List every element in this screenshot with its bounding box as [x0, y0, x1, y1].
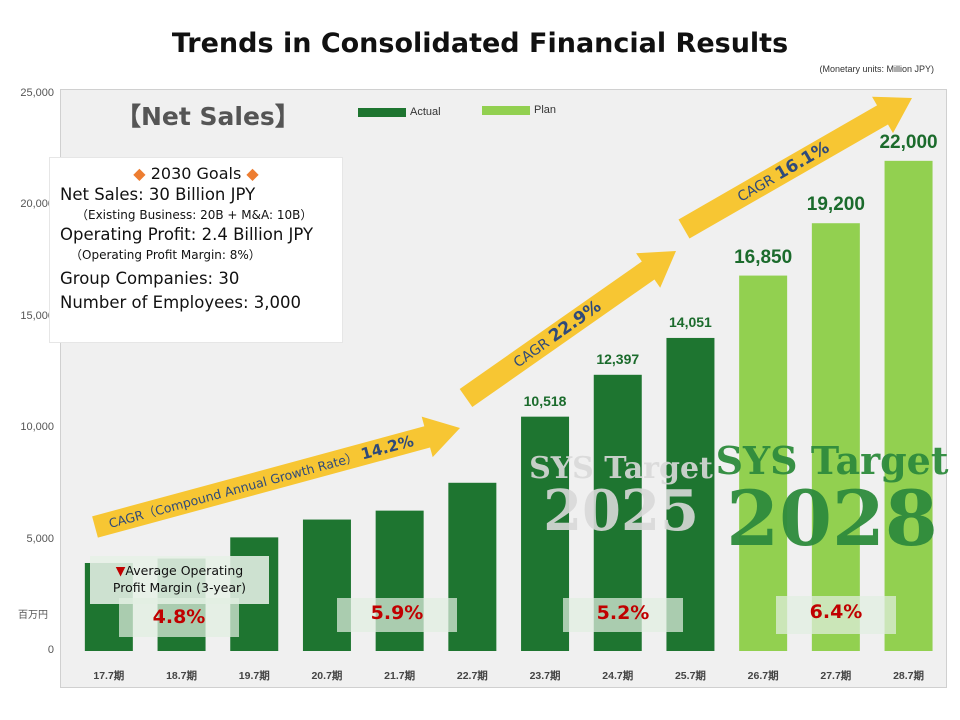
watermark-line2: 2025 [543, 478, 699, 544]
x-tick-label: 19.7期 [238, 670, 270, 682]
margin-box-3: 5.2% [563, 598, 683, 632]
goals-title-row: ◆ 2030 Goals ◆ [50, 164, 342, 183]
y-tick-label: 15,000 [20, 309, 54, 322]
bar-value-label: 12,397 [596, 350, 640, 367]
units-note: (Monetary units: Million JPY) [819, 64, 934, 74]
margin-legend-box: ▼Average Operating Profit Margin (3-year… [90, 556, 269, 604]
goal-group-companies: Group Companies: 30 [60, 269, 240, 288]
watermark-line1: SYS Target [716, 438, 949, 483]
chart-title: Trends in Consolidated Financial Results [171, 28, 789, 59]
goals-box: ◆ 2030 Goals ◆ Net Sales: 30 Billion JPY… [49, 157, 343, 343]
y-tick-label: 0 [47, 644, 54, 656]
bar-23.7期 [521, 416, 570, 651]
panel-label: 【Net Sales】 [116, 102, 300, 131]
bar-26.7期 [739, 275, 788, 651]
x-tick-label: 26.7期 [747, 670, 779, 682]
margin-box-1: 4.8% [119, 598, 239, 637]
bar-value-label: 16,850 [734, 246, 793, 268]
margin-value: 6.4% [809, 601, 863, 623]
margin-value: 5.9% [370, 602, 424, 624]
diamond-icon: ◆ [133, 164, 146, 183]
x-tick-label: 20.7期 [311, 670, 343, 682]
x-tick-label: 21.7期 [384, 670, 416, 682]
y-tick-label: 25,000 [20, 87, 54, 99]
goals-title: 2030 Goals [150, 164, 242, 183]
x-tick-label: 17.7期 [93, 670, 125, 682]
bar-value-label: 22,000 [879, 131, 938, 153]
margin-value: 4.8% [152, 606, 206, 628]
cagr-label: CAGR（Compound Annual Growth Rate） 14.2% [107, 432, 417, 532]
watermark-line1: SYS Target [529, 451, 713, 486]
goal-op-profit: Operating Profit: 2.4 Billion JPY [60, 225, 314, 244]
down-triangle-icon: ▼ [115, 563, 126, 578]
y-tick-label: 10,000 [20, 421, 54, 434]
legend-plan-swatch [482, 105, 530, 115]
margin-box-2: 5.9% [337, 598, 457, 632]
bar-value-label: 19,200 [806, 194, 865, 216]
legend-actual-swatch [358, 107, 406, 117]
goal-net-sales: Net Sales: 30 Billion JPY [60, 185, 256, 204]
x-tick-label: 24.7期 [602, 670, 634, 682]
margin-box-4: 6.4% [776, 596, 896, 634]
bar-28.7期 [884, 160, 933, 651]
legend-actual: Actual [358, 106, 441, 118]
goal-net-sales-detail: （Existing Business: 20B + M&A: 10B） [76, 208, 313, 222]
goal-op-profit-detail: （Operating Profit Margin: 8%） [70, 248, 261, 262]
diamond-icon: ◆ [246, 164, 259, 183]
x-tick-label: 28.7期 [893, 670, 925, 682]
y-unit-label: 百万円 [18, 610, 48, 621]
y-tick-label: 20,000 [20, 198, 54, 211]
margin-legend-line1: Average Operating [125, 563, 244, 578]
goal-employees: Number of Employees: 3,000 [60, 293, 302, 312]
margin-legend-line2: Profit Margin (3-year) [112, 580, 247, 595]
y-tick-label: 5,000 [26, 532, 54, 545]
bar-value-label: 10,518 [523, 392, 567, 409]
legend-plan-label: Plan [534, 104, 557, 116]
x-tick-label: 27.7期 [820, 670, 852, 682]
margin-value: 5.2% [596, 602, 650, 624]
bar-value-label: 14,051 [669, 313, 712, 330]
legend-actual-label: Actual [410, 106, 441, 118]
x-tick-label: 22.7期 [456, 670, 488, 682]
x-tick-label: 18.7期 [166, 670, 198, 682]
watermark-line2: 2028 [726, 474, 938, 563]
x-tick-label: 23.7期 [529, 670, 561, 682]
x-tick-label: 25.7期 [674, 670, 706, 682]
bar-27.7期 [811, 223, 860, 651]
legend-plan: Plan [482, 104, 556, 116]
